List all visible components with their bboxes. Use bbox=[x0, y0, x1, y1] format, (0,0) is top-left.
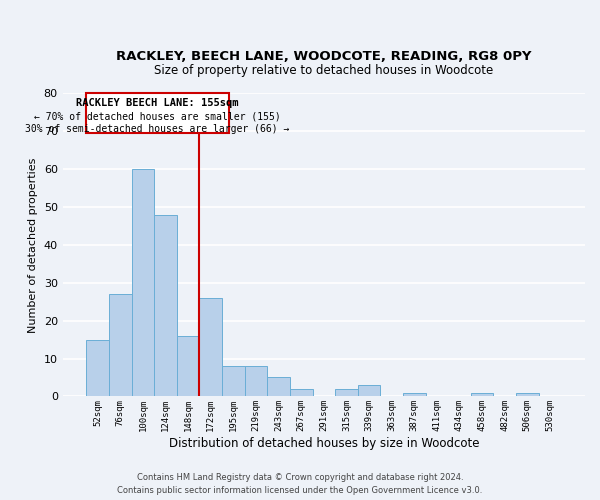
FancyBboxPatch shape bbox=[86, 94, 229, 133]
Bar bbox=[290, 389, 313, 396]
Bar bbox=[403, 392, 425, 396]
Bar bbox=[222, 366, 245, 396]
Bar bbox=[335, 389, 358, 396]
Text: Size of property relative to detached houses in Woodcote: Size of property relative to detached ho… bbox=[154, 64, 493, 76]
Bar bbox=[245, 366, 267, 396]
Y-axis label: Number of detached properties: Number of detached properties bbox=[28, 157, 38, 332]
Bar bbox=[471, 392, 493, 396]
Title: RACKLEY, BEECH LANE, WOODCOTE, READING, RG8 0PY: RACKLEY, BEECH LANE, WOODCOTE, READING, … bbox=[116, 50, 532, 63]
Text: 30% of semi-detached houses are larger (66) →: 30% of semi-detached houses are larger (… bbox=[25, 124, 290, 134]
Bar bbox=[267, 378, 290, 396]
Bar bbox=[516, 392, 539, 396]
Bar bbox=[177, 336, 199, 396]
Bar bbox=[86, 340, 109, 396]
Text: Contains HM Land Registry data © Crown copyright and database right 2024.
Contai: Contains HM Land Registry data © Crown c… bbox=[118, 474, 482, 495]
Bar bbox=[358, 385, 380, 396]
Bar bbox=[154, 214, 177, 396]
Text: ← 70% of detached houses are smaller (155): ← 70% of detached houses are smaller (15… bbox=[34, 112, 281, 122]
Bar bbox=[109, 294, 131, 396]
Bar bbox=[199, 298, 222, 396]
Text: RACKLEY BEECH LANE: 155sqm: RACKLEY BEECH LANE: 155sqm bbox=[76, 98, 239, 108]
Bar bbox=[131, 169, 154, 396]
X-axis label: Distribution of detached houses by size in Woodcote: Distribution of detached houses by size … bbox=[169, 437, 479, 450]
